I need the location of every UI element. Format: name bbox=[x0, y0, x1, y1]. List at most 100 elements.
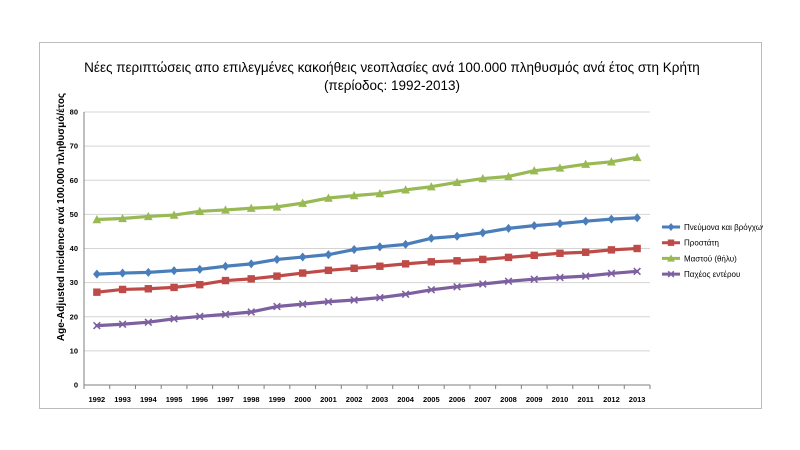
line-chart: Νέες περιπτώσεις απο επιλεγμένες κακοήθε… bbox=[56, 60, 763, 404]
series-0-point-2010 bbox=[556, 219, 564, 229]
series-1-point-2013 bbox=[633, 244, 641, 253]
series-group bbox=[92, 152, 642, 330]
y-tick-label-0: 0 bbox=[74, 381, 78, 390]
legend-swatch-marker-0 bbox=[667, 222, 675, 232]
x-tick-label-2001: 2001 bbox=[320, 395, 337, 404]
series-3-point-2001 bbox=[324, 297, 333, 306]
series-1-point-2006 bbox=[453, 257, 461, 265]
series-1-point-2008 bbox=[504, 253, 513, 262]
series-1-point-2010 bbox=[556, 249, 564, 257]
series-3-point-2007 bbox=[478, 280, 487, 288]
series-1-point-1998 bbox=[247, 275, 255, 283]
x-tick-label-2010: 2010 bbox=[552, 395, 569, 404]
legend-item-1: Προστάτη bbox=[662, 239, 719, 248]
series-0-point-2009 bbox=[530, 221, 539, 231]
series-line-3 bbox=[95, 269, 639, 328]
y-tick-label-20: 20 bbox=[70, 312, 78, 321]
series-0-point-2003 bbox=[376, 242, 384, 252]
x-tick-label-2000: 2000 bbox=[294, 395, 311, 404]
series-3-point-2006 bbox=[453, 282, 461, 291]
series-3-point-2000 bbox=[298, 300, 307, 308]
series-2-point-1995 bbox=[169, 210, 179, 219]
chart-subtitle: (περίοδος: 1992-2013) bbox=[324, 78, 460, 93]
series-2-point-2011 bbox=[581, 159, 591, 168]
x-tick-label-1997: 1997 bbox=[217, 395, 234, 404]
series-3 bbox=[92, 267, 642, 330]
y-tick-label-60: 60 bbox=[70, 176, 78, 185]
series-3-point-1993 bbox=[118, 320, 127, 329]
series-0-point-1995 bbox=[170, 266, 178, 276]
series-3-point-2008 bbox=[504, 277, 513, 286]
series-0-point-1996 bbox=[195, 264, 204, 274]
legend-item-3: Παχέος εντέρου bbox=[662, 270, 740, 279]
series-1-point-1995 bbox=[170, 283, 178, 292]
series-1-point-2007 bbox=[479, 255, 487, 264]
axes: 0 10 20 30 40 50 60 70 80 1992 1993 1994 1995 1996 199… bbox=[70, 108, 651, 404]
series-1-point-2011 bbox=[581, 248, 590, 256]
series-0-point-2012 bbox=[607, 214, 616, 224]
x-tick-label-2002: 2002 bbox=[346, 395, 363, 404]
y-tick-label-50: 50 bbox=[70, 210, 78, 219]
y-tick-label-40: 40 bbox=[70, 244, 78, 253]
series-line-0 bbox=[95, 216, 639, 276]
series-1-point-1992 bbox=[93, 288, 101, 296]
series-1-point-2009 bbox=[530, 251, 538, 260]
series-0-point-1994 bbox=[144, 267, 153, 277]
series-2-point-2004 bbox=[401, 185, 410, 194]
series-3-point-2013 bbox=[633, 267, 642, 276]
series-3-point-2009 bbox=[530, 275, 539, 284]
series-3-point-2010 bbox=[556, 273, 564, 282]
series-3-point-1994 bbox=[144, 318, 153, 327]
x-tick-label-1993: 1993 bbox=[114, 395, 131, 404]
series-1 bbox=[93, 244, 641, 296]
series-1-point-1993 bbox=[118, 285, 127, 294]
chart-title: Νέες περιπτώσεις απο επιλεγμένες κακοήθε… bbox=[84, 60, 700, 75]
gridlines bbox=[84, 111, 650, 352]
series-2-point-1993 bbox=[118, 213, 127, 223]
legend-label-1: Προστάτη bbox=[684, 239, 719, 248]
x-tick-label-2008: 2008 bbox=[500, 395, 517, 404]
x-tick-label-1998: 1998 bbox=[243, 395, 260, 404]
series-3-point-2011 bbox=[581, 272, 590, 281]
series-3-point-1992 bbox=[92, 321, 101, 330]
chart-frame: Νέες περιπτώσεις απο επιλεγμένες κακοήθε… bbox=[39, 42, 763, 409]
series-1-point-2001 bbox=[324, 266, 333, 275]
legend-label-2: Μαστού (θήλυ) bbox=[684, 254, 737, 263]
series-0-point-1993 bbox=[118, 268, 127, 278]
series-2-point-1999 bbox=[272, 202, 282, 211]
series-0-point-2000 bbox=[298, 252, 307, 262]
series-3-point-2005 bbox=[427, 285, 436, 294]
x-tick-label-2007: 2007 bbox=[474, 395, 491, 404]
series-1-point-1997 bbox=[221, 276, 230, 285]
series-3-point-2003 bbox=[375, 293, 384, 302]
legend-label-3: Παχέος εντέρου bbox=[684, 270, 740, 279]
series-3-point-1996 bbox=[195, 312, 204, 321]
x-tick-label-1999: 1999 bbox=[269, 395, 286, 404]
series-2 bbox=[92, 152, 642, 224]
x-tick-label-1996: 1996 bbox=[191, 395, 208, 404]
series-2-point-1994 bbox=[143, 211, 153, 221]
series-line-1 bbox=[95, 246, 639, 294]
series-2-point-2013 bbox=[632, 152, 642, 162]
series-0-point-2005 bbox=[427, 233, 436, 243]
legend: Πνεύμονα και βρόγχων Προστάτη Μαστού (θήλυ… bbox=[662, 222, 763, 279]
series-1-point-2003 bbox=[376, 262, 384, 270]
series-3-point-1998 bbox=[247, 308, 256, 316]
series-2-point-2007 bbox=[478, 173, 488, 183]
series-2-point-1997 bbox=[221, 205, 230, 214]
series-0-point-2004 bbox=[401, 239, 410, 249]
series-2-point-1992 bbox=[92, 214, 102, 224]
x-tick-label-2012: 2012 bbox=[603, 395, 620, 404]
series-0 bbox=[93, 213, 641, 279]
series-2-point-2012 bbox=[607, 157, 616, 166]
y-tick-label-80: 80 bbox=[70, 108, 78, 117]
x-tick-label-2005: 2005 bbox=[423, 395, 440, 404]
series-2-point-2000 bbox=[298, 198, 308, 207]
series-2-point-2010 bbox=[555, 163, 565, 172]
series-0-point-2011 bbox=[581, 216, 590, 226]
series-2-point-2006 bbox=[452, 177, 462, 186]
series-2-point-1996 bbox=[195, 206, 205, 216]
series-1-point-2000 bbox=[298, 269, 307, 277]
y-tick-label-30: 30 bbox=[70, 278, 78, 287]
series-1-point-1994 bbox=[144, 285, 153, 293]
